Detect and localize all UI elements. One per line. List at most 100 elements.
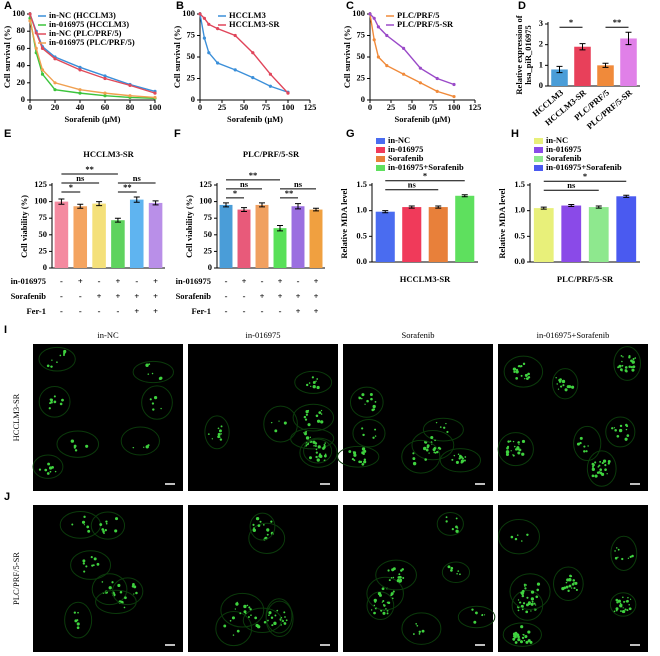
puncta xyxy=(416,624,419,627)
puncta xyxy=(527,376,531,379)
puncta xyxy=(59,402,63,406)
puncta xyxy=(435,421,438,424)
data-point xyxy=(418,66,422,70)
puncta xyxy=(520,604,524,608)
puncta xyxy=(520,591,525,596)
puncta xyxy=(626,434,630,437)
significance-label: ns xyxy=(76,173,85,183)
legend-label: PLC/PRF/5-SR xyxy=(397,19,454,29)
puncta xyxy=(281,619,285,623)
puncta xyxy=(598,471,600,473)
fluorescence xyxy=(215,512,294,647)
puncta xyxy=(519,640,523,644)
y-tick-label: 80 xyxy=(17,25,26,35)
bar xyxy=(237,209,251,268)
cell-outline xyxy=(349,386,384,418)
puncta xyxy=(591,462,595,466)
puncta xyxy=(82,559,86,563)
error-bar xyxy=(58,198,65,205)
cell-outline xyxy=(411,430,455,461)
puncta xyxy=(257,524,261,528)
puncta xyxy=(613,427,616,429)
puncta xyxy=(568,578,572,582)
error-bar xyxy=(435,205,442,209)
micrograph xyxy=(498,505,648,652)
data-point xyxy=(251,76,255,80)
puncta xyxy=(462,457,464,460)
puncta xyxy=(627,557,630,559)
treatment-sign: + xyxy=(134,291,139,301)
puncta xyxy=(378,593,382,597)
x-axis-label: Sorafenib (μM) xyxy=(64,114,120,124)
puncta xyxy=(316,378,319,380)
puncta xyxy=(381,601,383,603)
treatment-sign: - xyxy=(116,306,119,316)
y-tick-label: 1.0 xyxy=(356,205,367,215)
bar xyxy=(375,211,395,262)
bar xyxy=(561,205,582,262)
y-tick-label: 100 xyxy=(352,8,365,18)
treatment-sign: - xyxy=(79,291,82,301)
treatment-sign: + xyxy=(153,276,158,286)
puncta xyxy=(520,364,523,368)
y-tick-label: 0 xyxy=(539,80,543,90)
bar xyxy=(148,202,163,268)
error-bar xyxy=(133,196,140,203)
legend-label: HCCLM3-SR xyxy=(229,19,280,29)
puncta xyxy=(601,462,604,465)
treatment-sign: + xyxy=(115,276,120,286)
puncta xyxy=(362,452,365,455)
cell-outline xyxy=(553,566,584,601)
puncta xyxy=(369,392,373,396)
data-point xyxy=(372,16,376,20)
fluorescence xyxy=(336,386,482,474)
legend-label: in-NC (PLC/PRF/5) xyxy=(49,28,122,38)
series-line xyxy=(369,13,455,98)
puncta xyxy=(568,385,572,389)
puncta xyxy=(267,619,269,622)
puncta xyxy=(362,433,365,437)
cell-outline xyxy=(64,601,93,639)
data-point xyxy=(385,33,389,38)
panel-label: A xyxy=(4,0,12,12)
puncta xyxy=(243,604,247,609)
micrograph xyxy=(343,505,493,652)
series-line xyxy=(29,13,156,94)
puncta xyxy=(557,388,560,390)
treatment-name: Fer-1 xyxy=(26,306,46,316)
puncta xyxy=(520,374,523,377)
data-point xyxy=(376,25,380,29)
puncta xyxy=(600,472,605,476)
x-tick-label: 25 xyxy=(387,102,396,112)
puncta xyxy=(91,564,94,567)
puncta xyxy=(312,381,316,384)
x-axis-label: Sorafenib (μM) xyxy=(227,114,283,124)
puncta xyxy=(604,469,606,471)
puncta xyxy=(513,445,516,448)
error-bar xyxy=(568,204,575,208)
puncta xyxy=(255,623,259,628)
bar xyxy=(597,65,614,86)
data-point xyxy=(207,51,211,55)
error-bar xyxy=(540,206,547,210)
puncta xyxy=(320,413,323,415)
bar xyxy=(428,207,448,262)
y-tick-label: 0 xyxy=(191,94,195,104)
puncta xyxy=(315,455,318,459)
legend-swatch xyxy=(376,156,385,162)
puncta xyxy=(135,591,138,595)
puncta xyxy=(314,445,317,447)
y-tick-label: 3 xyxy=(539,18,543,28)
puncta xyxy=(239,612,242,615)
fluorescence xyxy=(497,346,642,487)
error-bar xyxy=(625,31,632,46)
significance-label: * xyxy=(423,171,427,181)
significance-label: ns xyxy=(567,180,576,190)
puncta xyxy=(392,567,396,571)
legend-swatch xyxy=(534,147,543,153)
y-axis-label: Cell viability (%) xyxy=(19,195,29,258)
puncta xyxy=(456,572,458,575)
puncta xyxy=(512,367,517,371)
puncta xyxy=(579,441,582,445)
cell-outline xyxy=(503,355,544,388)
